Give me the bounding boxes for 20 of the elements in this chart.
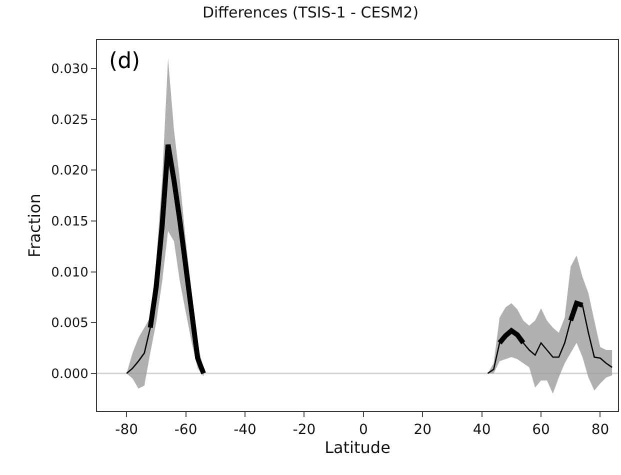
x-tick-label: 40 — [472, 422, 491, 438]
x-tick-label: -80 — [115, 422, 138, 438]
y-axis-title: Fraction — [25, 194, 44, 258]
x-tick-label: -40 — [234, 422, 256, 438]
x-tick-label: 0 — [358, 422, 368, 438]
y-tick-label: 0.010 — [51, 265, 88, 280]
y-tick-label: 0.000 — [51, 366, 88, 382]
annotation: (d) — [109, 49, 140, 74]
chart-title: Differences (TSIS-1 - CESM2) — [202, 4, 419, 22]
x-tick-label: 20 — [414, 422, 432, 438]
y-tick-label: 0.030 — [51, 62, 88, 78]
x-tick-label: -20 — [292, 422, 316, 438]
y-tick-label: 0.005 — [51, 316, 88, 332]
x-tick-label: -60 — [174, 422, 198, 438]
y-tick-label: 0.025 — [51, 112, 88, 128]
y-tick-label: 0.015 — [51, 214, 88, 230]
x-axis-title: Latitude — [324, 438, 390, 457]
y-tick-label: 0.020 — [51, 164, 88, 179]
x-tick-label: 80 — [591, 422, 610, 438]
x-tick-label: 60 — [532, 422, 550, 438]
